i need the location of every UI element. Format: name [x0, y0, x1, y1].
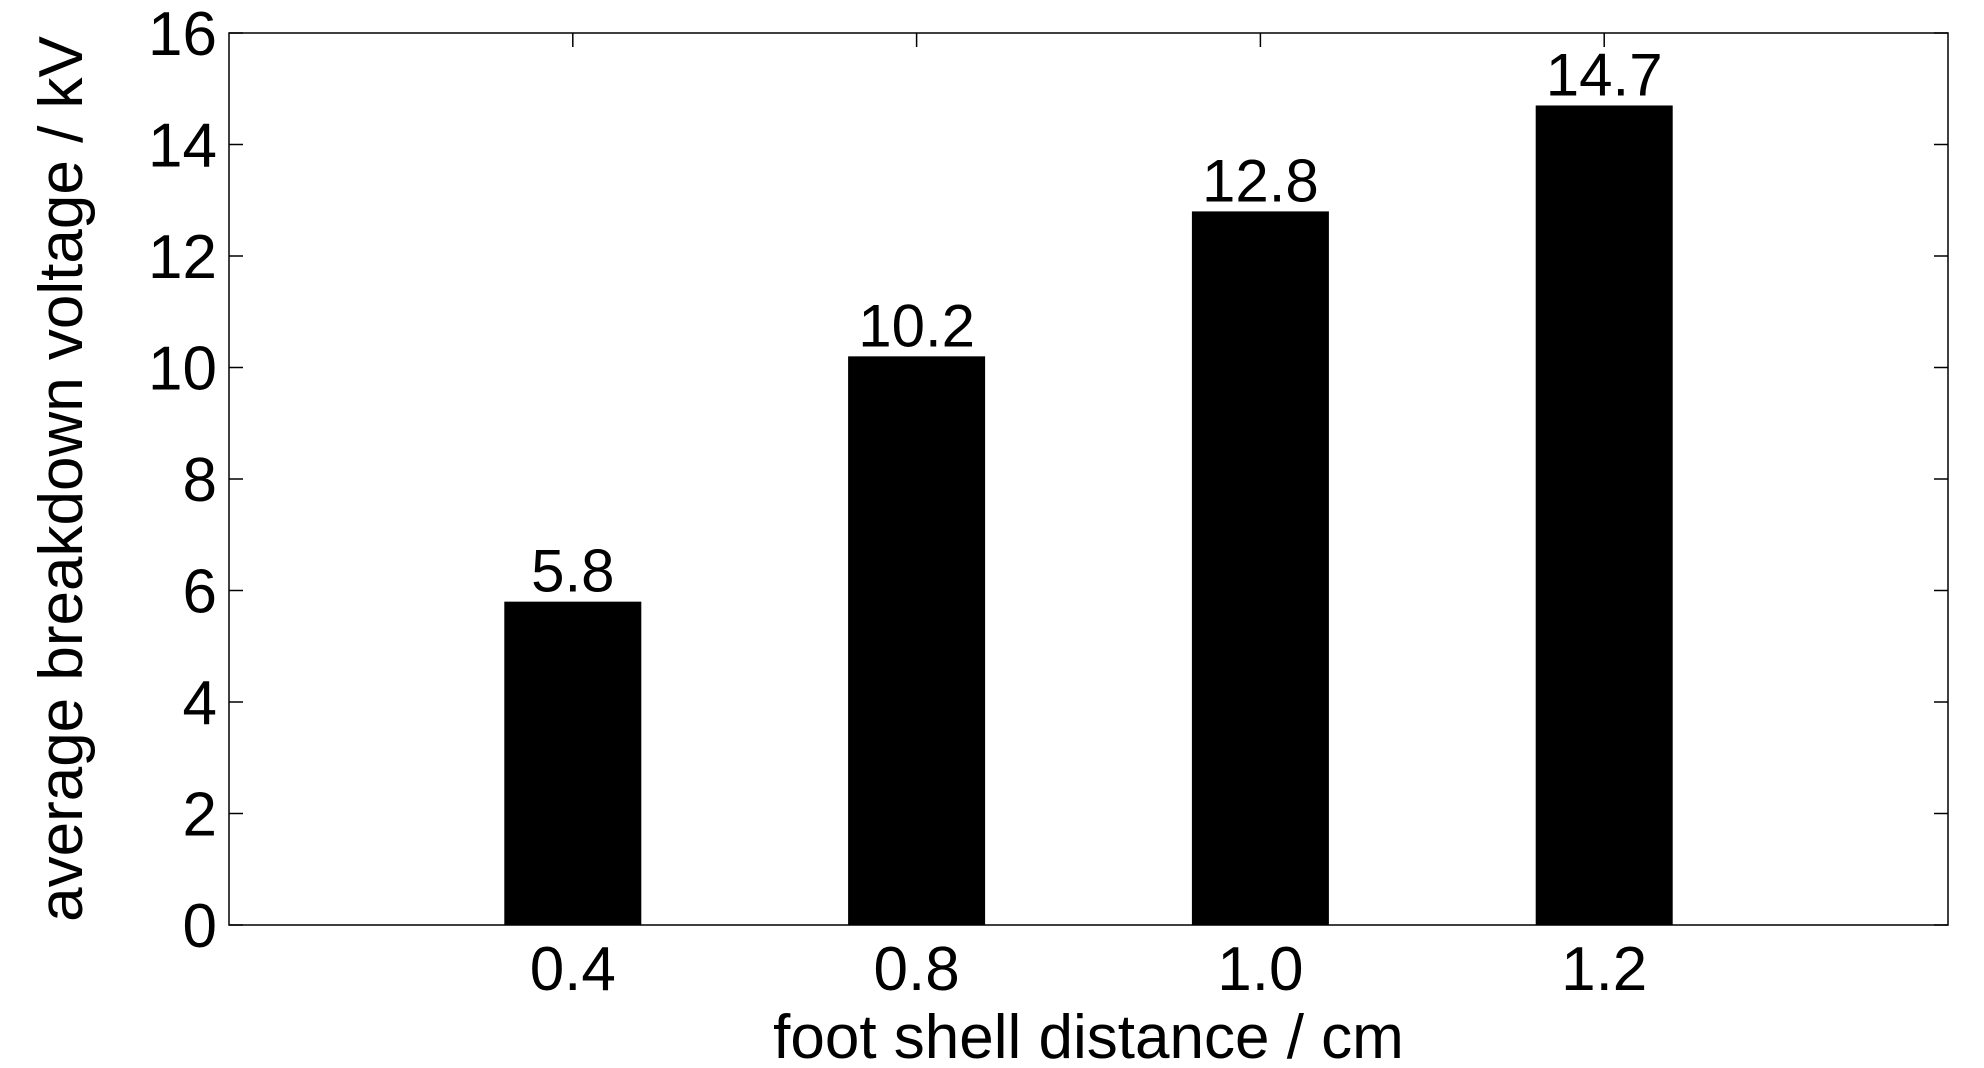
y-tick-label-8: 8 — [183, 446, 217, 515]
bar-1.0 — [1191, 211, 1329, 925]
y-tick-label-0: 0 — [183, 892, 217, 961]
y-tick-label-2: 2 — [183, 781, 217, 850]
x-axis-title: foot shell distance / cm — [773, 1003, 1404, 1063]
bars-layer — [504, 105, 1673, 926]
plot-border — [228, 32, 1949, 926]
y-tick-label-6: 6 — [183, 558, 217, 627]
x-tick-label-1.2: 1.2 — [1561, 935, 1647, 1004]
y-axis-ticks: 0 2 4 6 8 10 12 14 16 — [148, 0, 1948, 961]
y-tick-label-12: 12 — [148, 223, 217, 292]
data-label-0.8: 10.2 — [858, 292, 975, 359]
data-label-1.2: 14.7 — [1546, 41, 1663, 108]
data-labels: 5.8 10.2 12.8 14.7 — [531, 41, 1663, 604]
y-tick-label-16: 16 — [148, 0, 217, 69]
bar-0.8 — [848, 356, 986, 926]
data-label-0.4: 5.8 — [531, 538, 614, 605]
x-tick-label-1.0: 1.0 — [1217, 935, 1303, 1004]
x-axis-ticks: 0.4 0.8 1.0 1.2 — [530, 33, 1647, 1004]
y-tick-label-10: 10 — [148, 335, 217, 404]
plot-frame — [228, 32, 1949, 926]
x-tick-label-0.8: 0.8 — [873, 935, 959, 1004]
y-axis-title: average breakdown voltage / kV — [27, 35, 96, 921]
bar-0.4 — [504, 601, 642, 925]
bar-1.2 — [1535, 105, 1673, 926]
data-label-1.0: 12.8 — [1202, 147, 1319, 214]
x-tick-label-0.4: 0.4 — [530, 935, 616, 1004]
y-tick-label-4: 4 — [183, 669, 217, 738]
y-tick-label-14: 14 — [148, 112, 217, 181]
